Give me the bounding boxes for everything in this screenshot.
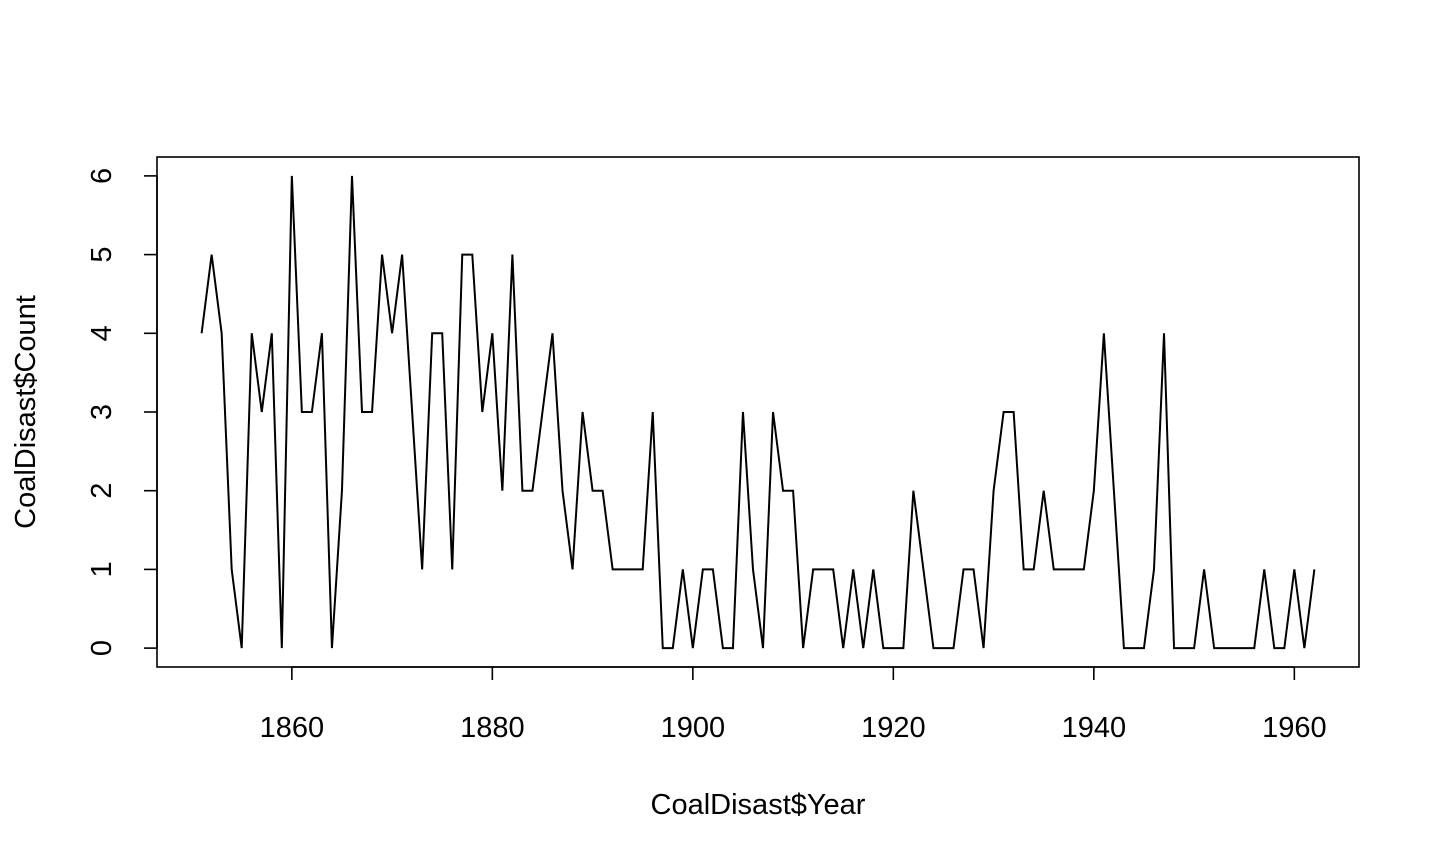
x-axis: 1860 1880 1900 1920 1940 1960 (260, 666, 1327, 744)
x-tick-label: 1960 (1262, 712, 1327, 744)
x-axis-label: CoalDisast$Year (651, 789, 866, 821)
y-tick-label: 0 (86, 640, 118, 656)
y-tick-label: 5 (86, 247, 118, 263)
x-tick-label: 1940 (1062, 712, 1127, 744)
series-line (200, 175, 1316, 650)
x-tick-label: 1900 (661, 712, 726, 744)
y-tick-label: 4 (86, 325, 118, 341)
y-tick-label: 3 (86, 404, 118, 420)
y-tick-label: 6 (86, 168, 118, 184)
y-tick-label: 2 (86, 483, 118, 499)
x-tick-label: 1860 (260, 712, 325, 744)
y-axis: 0 1 2 3 4 5 6 (86, 168, 158, 656)
x-tick-label: 1920 (861, 712, 926, 744)
y-tick-label: 1 (86, 561, 118, 577)
x-tick-label: 1880 (460, 712, 525, 744)
y-axis-label: CoalDisast$Count (10, 295, 42, 529)
plot-frame (156, 156, 1360, 668)
